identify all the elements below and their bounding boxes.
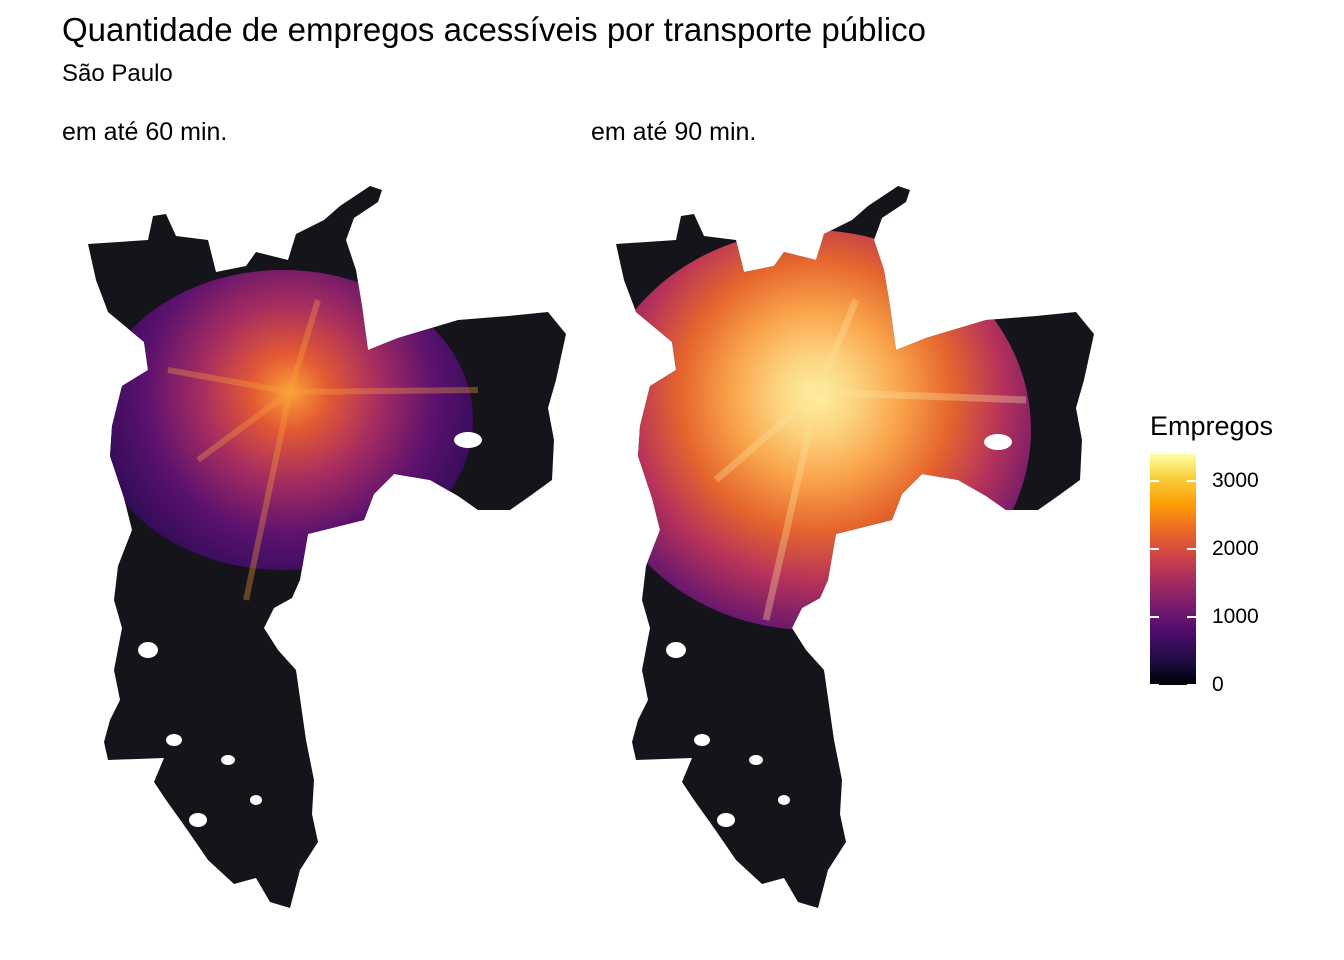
accessibility-map-90 [616,186,1094,908]
facet-label-90: em até 90 min. [591,118,757,146]
legend-colorbar [1150,454,1196,685]
legend-tick-label: 2000 [1212,537,1259,561]
legend: Empregos 3000 2000 1000 0 [1150,408,1330,708]
accessibility-map-60 [88,186,566,908]
facet-label-60: em até 60 min. [62,118,228,146]
legend-tick-label: 1000 [1212,605,1259,629]
legend-tick-label: 0 [1212,673,1224,696]
chart-subtitle: São Paulo [62,60,173,87]
chart-title: Quantidade de empregos acessíveis por tr… [62,11,927,48]
legend-tick-label: 3000 [1212,469,1259,493]
legend-title: Empregos [1150,411,1274,441]
